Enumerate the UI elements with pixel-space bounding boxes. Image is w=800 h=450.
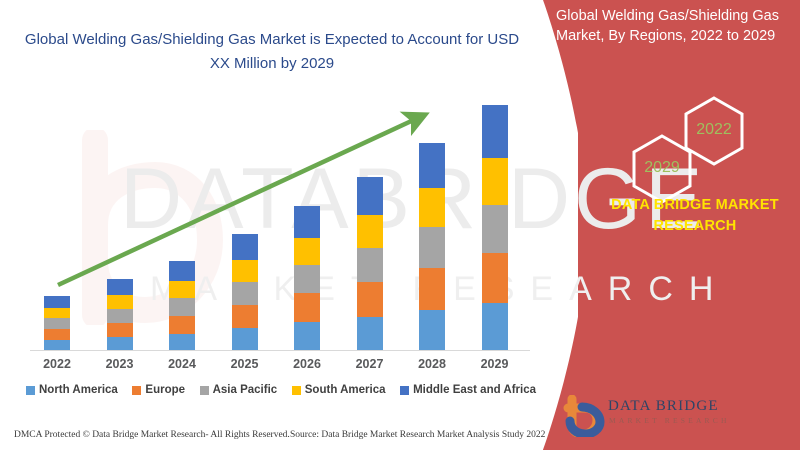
bar-segment[interactable] <box>169 316 195 334</box>
legend-item[interactable]: Asia Pacific <box>199 384 278 396</box>
x-axis-label-2022: 2022 <box>43 357 71 371</box>
bar-segment[interactable] <box>419 310 445 350</box>
bar-group-2024[interactable] <box>169 261 195 350</box>
bar-segment[interactable] <box>231 234 258 260</box>
bar-segment[interactable] <box>294 293 320 322</box>
bar-group-2027[interactable] <box>356 177 383 350</box>
panel-brand-line2: RESEARCH <box>653 218 737 234</box>
bar-segment[interactable] <box>44 340 70 350</box>
legend-item[interactable]: Europe <box>132 384 185 396</box>
hexagon-2029-label: 2029 <box>644 159 680 176</box>
legend-item[interactable]: North America <box>26 384 118 396</box>
legend-swatch-icon <box>199 385 209 395</box>
footer-source: Source: Data Bridge Market Research Mark… <box>290 430 546 440</box>
bar-series-container <box>30 105 530 350</box>
bar-segment[interactable] <box>294 322 320 350</box>
bar-segment[interactable] <box>356 317 383 350</box>
legend-swatch-icon <box>291 385 301 395</box>
legend-label: Europe <box>145 384 186 396</box>
legend-swatch-icon <box>400 385 410 395</box>
bar-segment[interactable] <box>106 323 133 337</box>
bar-segment[interactable] <box>231 282 258 305</box>
bar-segment[interactable] <box>106 337 133 350</box>
panel-brand-line1: DATA BRIDGE MARKET <box>611 197 779 213</box>
legend-label: South America <box>304 384 386 396</box>
legend-item[interactable]: Middle East and Africa <box>400 384 536 396</box>
bar-segment[interactable] <box>231 328 258 350</box>
bar-group-2022[interactable] <box>44 296 70 350</box>
bar-segment[interactable] <box>169 261 195 281</box>
data-bridge-logo-name: DATA BRIDGE <box>608 398 719 414</box>
hexagon-2022-label: 2022 <box>696 121 732 138</box>
x-axis-label-2023: 2023 <box>105 357 134 371</box>
legend-swatch-icon <box>132 385 142 395</box>
bar-segment[interactable] <box>419 268 445 310</box>
page-title: Global Welding Gas/Shielding Gas Market … <box>24 31 520 72</box>
data-bridge-logo-icon <box>563 395 605 437</box>
bar-group-2029[interactable] <box>481 105 508 350</box>
bar-segment[interactable] <box>44 308 70 318</box>
x-axis-label-2027: 2027 <box>355 357 384 371</box>
chart-legend: North America Europe Asia Pacific South Ame… <box>26 384 536 396</box>
hexagon-group: 2022 2029 <box>620 95 780 204</box>
x-axis-label-2029: 2029 <box>480 357 509 371</box>
bar-segment[interactable] <box>231 260 258 282</box>
bar-segment[interactable] <box>106 279 133 295</box>
bar-segment[interactable] <box>356 177 383 215</box>
bar-segment[interactable] <box>481 253 508 303</box>
bar-segment[interactable] <box>419 227 445 268</box>
bar-segment[interactable] <box>44 296 70 308</box>
legend-item[interactable]: South America <box>291 384 386 396</box>
bar-segment[interactable] <box>44 329 70 340</box>
legend-label: North America <box>39 384 118 396</box>
bar-segment[interactable] <box>106 309 133 323</box>
bar-segment[interactable] <box>481 303 508 350</box>
bar-segment[interactable] <box>106 295 133 309</box>
footer-copyright: DMCA Protected © Data Bridge Market Rese… <box>14 430 290 440</box>
legend-swatch-icon <box>26 385 35 395</box>
watermark-text-primary: DATABRIDGE <box>120 151 707 247</box>
bar-segment[interactable] <box>169 281 195 298</box>
hexagon-2022: 2022 <box>682 95 746 167</box>
bar-segment[interactable] <box>419 188 445 227</box>
bar-segment[interactable] <box>169 298 195 316</box>
bar-segment[interactable] <box>169 334 195 350</box>
bar-segment[interactable] <box>481 105 508 158</box>
bar-segment[interactable] <box>356 215 383 248</box>
bar-group-2025[interactable] <box>231 234 258 350</box>
bar-segment[interactable] <box>481 205 508 253</box>
bar-segment[interactable] <box>294 238 320 265</box>
bar-segment[interactable] <box>481 158 508 205</box>
bar-segment[interactable] <box>44 318 70 329</box>
bar-segment[interactable] <box>419 143 445 188</box>
bar-segment[interactable] <box>356 248 383 282</box>
x-axis-label-2026: 2026 <box>293 357 321 371</box>
panel-brand-name: DATA BRIDGE MARKET RESEARCH <box>600 195 790 237</box>
bar-segment[interactable] <box>356 282 383 317</box>
legend-label: Middle East and Africa <box>413 384 536 396</box>
stacked-bar-chart: 2022 2023 2024 2025 2026 2027 2028 2029 <box>0 95 545 371</box>
bar-segment[interactable] <box>231 305 258 328</box>
data-bridge-logo-tagline: MARKET RESEARCH <box>609 416 730 425</box>
bar-group-2026[interactable] <box>294 206 320 350</box>
bar-group-2028[interactable] <box>419 143 445 350</box>
x-axis-line <box>30 350 530 351</box>
x-axis-label-2025: 2025 <box>230 357 259 371</box>
bar-segment[interactable] <box>294 265 320 293</box>
trend-arrow-icon <box>57 111 430 288</box>
x-axis-labels: 2022 2023 2024 2025 2026 2027 2028 2029 <box>30 357 530 377</box>
x-axis-label-2024: 2024 <box>168 357 196 371</box>
x-axis-label-2028: 2028 <box>418 357 446 371</box>
bar-group-2023[interactable] <box>106 279 133 350</box>
legend-label: Asia Pacific <box>212 384 278 396</box>
panel-title: Global Welding Gas/Shielding Gas Market,… <box>556 8 779 44</box>
bar-segment[interactable] <box>294 206 320 238</box>
hexagon-2029: 2029 <box>630 133 694 205</box>
